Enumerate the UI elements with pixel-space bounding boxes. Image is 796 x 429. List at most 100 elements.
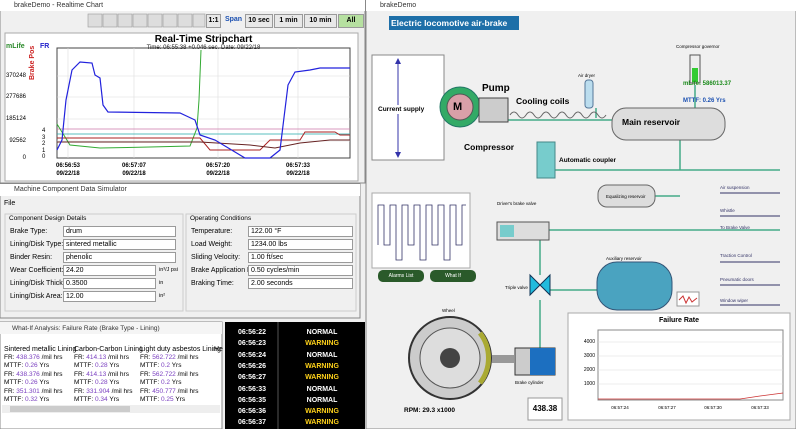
log-status: WARNING (305, 362, 339, 370)
shape-rect (185, 213, 357, 312)
x-tick-label: 06:57:27 (658, 405, 676, 410)
mttf-unit: Yrs (109, 396, 120, 403)
mttf-value: 0.34 (94, 396, 108, 403)
shape-rect (536, 141, 556, 179)
y-tick-label: 3000 (583, 353, 595, 359)
shape-rect (430, 270, 476, 282)
shape-rect (389, 16, 519, 30)
axis-label: mLife (6, 43, 25, 50)
spin-box[interactable]: 2.00 seconds (248, 278, 353, 289)
spin-box[interactable]: 0.50 cycles/min (248, 265, 353, 276)
shape-polygon (529, 273, 551, 297)
shape-rect (177, 13, 193, 28)
log-status: NORMAL (306, 385, 338, 393)
y-tick-label: 2000 (583, 367, 595, 373)
toolbar-button[interactable]: 10 min (304, 14, 337, 28)
window-title: What-If Analysis: Failure Rate (Brake Ty… (12, 325, 160, 332)
y-tick-label: 370248 (5, 73, 26, 79)
shape-rect (102, 13, 118, 28)
mttf-unit: Yrs (39, 396, 50, 403)
button[interactable]: Alarms List (388, 273, 414, 279)
fr-value: 414.13 (86, 371, 107, 378)
y-tick-label: 277686 (5, 94, 26, 100)
fr-unit: /mil hrs (41, 354, 63, 361)
fr-value: 414.13 (86, 354, 107, 361)
column-header: He (214, 346, 223, 353)
mttf-label: MTTF: (4, 396, 24, 403)
axis-label: Brake Pos (29, 45, 36, 80)
mttf-value: 0.32 (24, 396, 38, 403)
spin-box[interactable]: 12.00 (63, 291, 156, 302)
field-label: Brake Type: (10, 228, 48, 235)
shape-rect (10, 406, 130, 412)
readout: 438.38 (532, 404, 558, 413)
fr-unit: /mil hrs (111, 388, 133, 395)
field-label: Brake Application Rate: (191, 267, 264, 274)
mttf-cell: MTTF: 0.28 Yrs (74, 379, 119, 387)
group-title: Component Design Details (9, 215, 87, 222)
mttf-unit: Yrs (109, 379, 120, 386)
shape-rect (366, 0, 796, 11)
combo-box[interactable]: phenolic (63, 252, 176, 263)
spin-box[interactable]: 1234.00 lbs (248, 239, 353, 250)
shape-rect (87, 13, 103, 28)
spin-box[interactable]: 1.00 ft/sec (248, 252, 353, 263)
toolbar-button: Span (223, 14, 244, 28)
mttf-cell: MTTF: 0.34 Yrs (74, 396, 119, 404)
combo-box[interactable]: sintered metallic (63, 239, 176, 250)
combo-box[interactable]: drum (63, 226, 176, 237)
fr-cell: FR: 331.904 /mil hrs (74, 388, 133, 396)
mttf-unit: Yrs (171, 362, 182, 369)
shape-rect (597, 329, 784, 401)
fr-value: 562.722 (152, 371, 176, 378)
fr-value: 438.376 (16, 371, 40, 378)
mttf-value: 0.2 (160, 379, 170, 386)
spin-box[interactable]: 122.00 °F (248, 226, 353, 237)
mttf-label: MTTF: (140, 362, 160, 369)
shape-rect (527, 397, 563, 421)
mttf-label: MTTF: (74, 379, 94, 386)
field-label: Lining/Disk Type: (10, 241, 64, 248)
log-status: WARNING (305, 340, 339, 348)
shape-polyline (57, 139, 350, 149)
x-tick-label: 09/22/18 (122, 171, 146, 177)
shape-rect (192, 13, 206, 28)
fr-cell: FR: 562.722 /mil hrs (140, 354, 199, 362)
shape-polyline (377, 204, 466, 261)
menu-item[interactable]: File (4, 200, 16, 207)
shape-g (598, 341, 783, 385)
toolbar-button[interactable]: 10 sec (245, 14, 273, 28)
fr-value: 331.904 (86, 388, 110, 395)
mttf-value: 0.2 (160, 362, 170, 369)
button[interactable]: What If (445, 273, 461, 279)
label: Cooling coils (516, 96, 570, 106)
toolbar-button[interactable]: All (338, 14, 364, 28)
fr-value: 438.376 (16, 354, 40, 361)
fr-label: FR: (140, 371, 151, 378)
fr-unit: /mil hrs (177, 371, 199, 378)
spin-box[interactable]: 24.20 (63, 265, 156, 276)
mttf-cell: MTTF: 0.32 Yrs (4, 396, 49, 404)
mttf-label: MTTF: (4, 379, 24, 386)
log-status: NORMAL (306, 329, 338, 336)
toolbar-button[interactable]: 1:1 (206, 14, 221, 28)
label: Driver's brake valve (497, 201, 537, 206)
spin-box[interactable]: 0.3500 (63, 278, 156, 289)
field-label: Wear Coefficient: (10, 267, 64, 274)
shape-rect (611, 107, 726, 141)
shape-rect (530, 348, 555, 375)
log-status: NORMAL (306, 396, 338, 404)
output-label: Whistle (720, 208, 735, 213)
y-tick-label: 3 (42, 134, 46, 141)
shape-rect (117, 13, 133, 28)
shape-g (720, 192, 780, 306)
y-tick-label: 0 (22, 155, 26, 161)
shape-rect (378, 270, 424, 282)
fr-label: FR: (4, 388, 15, 395)
toolbar-button[interactable]: 1 min (274, 14, 303, 28)
output-label: Window wiper (720, 298, 749, 303)
mttf-label: MTTF: (74, 396, 94, 403)
mttf-label: MTTF: (140, 396, 160, 403)
column-header: Light duty asbestos Lining (140, 346, 221, 353)
